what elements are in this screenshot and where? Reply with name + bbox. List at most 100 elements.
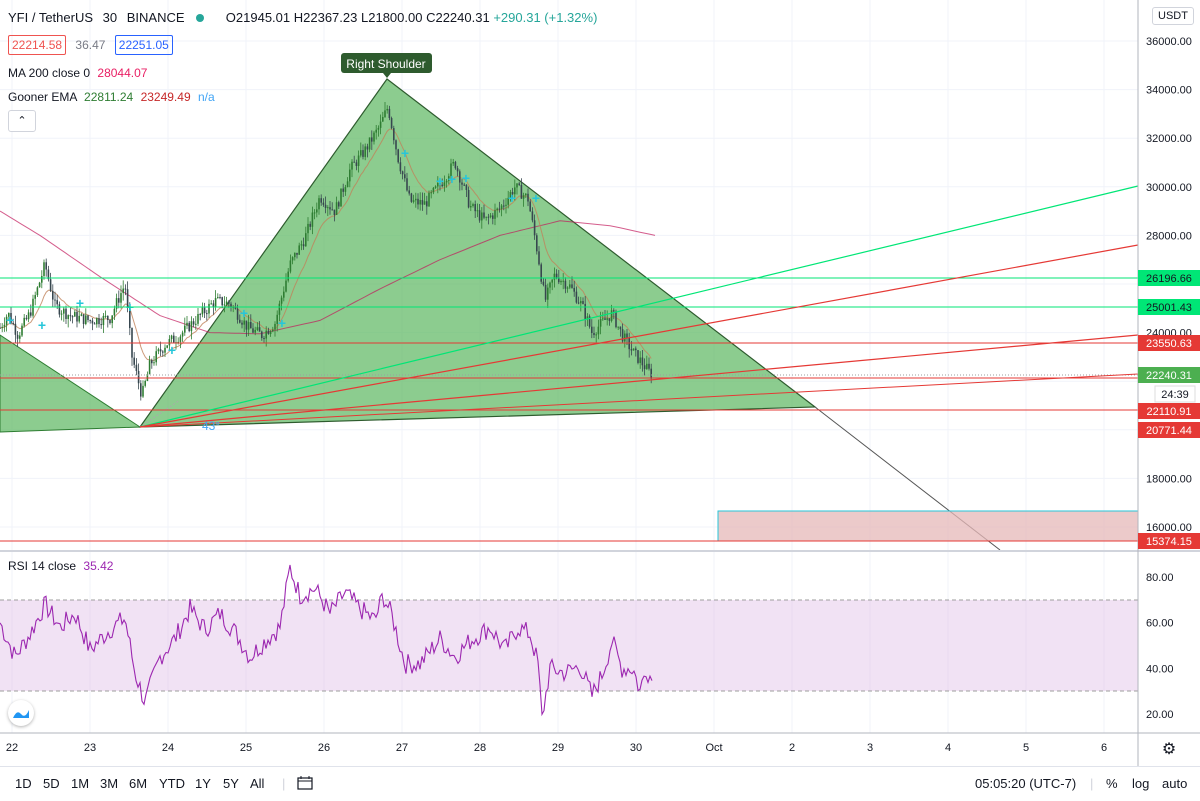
ask-price[interactable]: 22251.05 — [114, 35, 173, 55]
price-label-20771: 20771.44 — [1138, 422, 1200, 438]
svg-text:+: + — [462, 170, 470, 186]
svg-text:+: + — [278, 315, 286, 331]
bid-price[interactable]: 22214.58 — [8, 35, 67, 55]
range-5d[interactable]: 5D — [43, 776, 60, 791]
svg-text:26: 26 — [318, 742, 330, 754]
ma-legend[interactable]: MA 200 close 0 28044.07 — [8, 66, 147, 80]
svg-text:+: + — [38, 317, 46, 333]
range-ytd[interactable]: YTD — [159, 776, 185, 791]
time-axis-ticks[interactable]: 22 23 24 25 26 27 28 29 30 Oct 2 3 4 5 6 — [6, 742, 1107, 754]
range-3m[interactable]: 3M — [100, 776, 119, 791]
settings-gear-icon[interactable]: ⚙ — [1162, 741, 1176, 758]
ohlc-values: O21945.01 H22367.23 L21800.00 C22240.31 … — [226, 10, 598, 25]
ma-value: 28044.07 — [97, 66, 148, 80]
angle-helper-line — [139, 399, 181, 428]
range-6m[interactable]: 6M — [129, 776, 148, 791]
trendline-red-mid[interactable] — [139, 334, 1139, 428]
svg-text:32000.00: 32000.00 — [1146, 133, 1192, 145]
ohlc-change: +290.31 (+1.32%) — [493, 10, 598, 25]
svg-text:40.00: 40.00 — [1146, 663, 1174, 675]
left-triangle-pattern — [0, 334, 142, 433]
svg-text:25: 25 — [240, 742, 252, 754]
chevron-up-icon: ⌃ — [17, 115, 27, 127]
range-1d[interactable]: 1D — [15, 776, 32, 791]
rsi-band — [0, 600, 1138, 691]
price-label-25001: 25001.43 — [1138, 299, 1200, 315]
svg-text:Oct: Oct — [705, 742, 722, 754]
auto-scale-toggle[interactable]: auto — [1162, 776, 1188, 791]
svg-text:2: 2 — [789, 742, 795, 754]
ema-label: Gooner EMA — [8, 90, 77, 104]
svg-text:+: + — [532, 190, 540, 206]
price-label-23550: 23550.63 — [1138, 335, 1200, 351]
svg-text:20.00: 20.00 — [1146, 709, 1174, 721]
ohlc-open: O21945.01 — [225, 10, 291, 25]
svg-text:20771.44: 20771.44 — [1146, 425, 1192, 437]
svg-text:27: 27 — [396, 742, 408, 754]
svg-text:28000.00: 28000.00 — [1146, 230, 1192, 242]
clock-time[interactable]: 05:05:20 (UTC-7) — [975, 776, 1077, 791]
ema-value-2: 23249.49 — [140, 90, 191, 104]
svg-text:25001.43: 25001.43 — [1146, 302, 1192, 314]
svg-text:26196.66: 26196.66 — [1146, 273, 1192, 285]
trendline-green[interactable] — [139, 185, 1139, 428]
exchange-label: BINANCE — [126, 10, 185, 25]
trendline-red-lower[interactable] — [139, 373, 1139, 428]
currency-button[interactable]: USDT — [1152, 7, 1194, 25]
svg-text:30000.00: 30000.00 — [1146, 182, 1192, 194]
price-label-26196: 26196.66 — [1138, 270, 1200, 286]
svg-text:+: + — [168, 342, 176, 358]
svg-text:30: 30 — [630, 742, 642, 754]
svg-text:3: 3 — [867, 742, 873, 754]
range-5y[interactable]: 5Y — [223, 776, 239, 791]
toolbar-divider: | — [282, 776, 286, 791]
svg-text:28: 28 — [474, 742, 486, 754]
svg-text:16000.00: 16000.00 — [1146, 522, 1192, 534]
svg-text:60.00: 60.00 — [1146, 618, 1174, 630]
target-zone-box — [717, 510, 1139, 542]
range-1y[interactable]: 1Y — [195, 776, 211, 791]
svg-text:+: + — [508, 190, 516, 206]
svg-text:36000.00: 36000.00 — [1146, 36, 1192, 48]
rsi-legend[interactable]: RSI 14 close 35.42 — [8, 559, 113, 573]
svg-text:23: 23 — [84, 742, 96, 754]
tradingview-logo-icon[interactable] — [8, 700, 34, 726]
spread-value: 36.47 — [75, 38, 106, 52]
symbol-name[interactable]: YFI / TetherUS — [8, 10, 94, 25]
svg-text:+: + — [6, 312, 14, 328]
log-scale-toggle[interactable]: log — [1132, 776, 1150, 791]
price-label-last: 22240.31 — [1138, 367, 1200, 383]
annotation-pointer — [383, 73, 391, 78]
svg-text:5: 5 — [1023, 742, 1029, 754]
price-label-15374: 15374.15 — [1138, 533, 1200, 549]
ema-cross-markers: + ++ ++++++ + ++ + — [6, 145, 540, 358]
toolbar-divider-2: | — [1090, 776, 1094, 791]
svg-text:24: 24 — [162, 742, 174, 754]
svg-text:23550.63: 23550.63 — [1146, 338, 1192, 350]
range-1m[interactable]: 1M — [71, 776, 90, 791]
range-all[interactable]: All — [250, 776, 265, 791]
rsi-label: RSI 14 close — [8, 559, 77, 573]
collapse-legend-button[interactable]: ⌃ — [8, 110, 36, 132]
date-range-calendar-icon[interactable] — [297, 776, 313, 793]
ema-value-3: n/a — [197, 90, 215, 104]
svg-text:15374.15: 15374.15 — [1146, 536, 1192, 548]
interval-label[interactable]: 30 — [102, 10, 118, 25]
rsi-axis-ticks[interactable]: 80.00 60.00 40.00 20.00 — [1146, 572, 1174, 721]
ohlc-low: L21800.00 — [361, 10, 423, 25]
ohlc-high: H22367.23 — [293, 10, 358, 25]
svg-text:+: + — [240, 305, 248, 321]
rsi-value: 35.42 — [83, 559, 114, 573]
trendline-red-upper[interactable] — [139, 244, 1139, 428]
svg-text:6: 6 — [1101, 742, 1107, 754]
rsi-line — [0, 564, 653, 717]
annotation-bubble[interactable] — [341, 53, 432, 73]
ema-value-1: 22811.24 — [84, 90, 134, 104]
annotation-text: Right Shoulder — [346, 57, 425, 71]
symbol-header[interactable]: YFI / TetherUS 30 BINANCE O21945.01 H223… — [8, 10, 597, 25]
ema-legend[interactable]: Gooner EMA 22811.24 23249.49 n/a — [8, 90, 215, 104]
svg-text:29: 29 — [552, 742, 564, 754]
ohlc-close: C22240.31 — [426, 10, 490, 25]
percent-scale-toggle[interactable]: % — [1106, 776, 1118, 791]
